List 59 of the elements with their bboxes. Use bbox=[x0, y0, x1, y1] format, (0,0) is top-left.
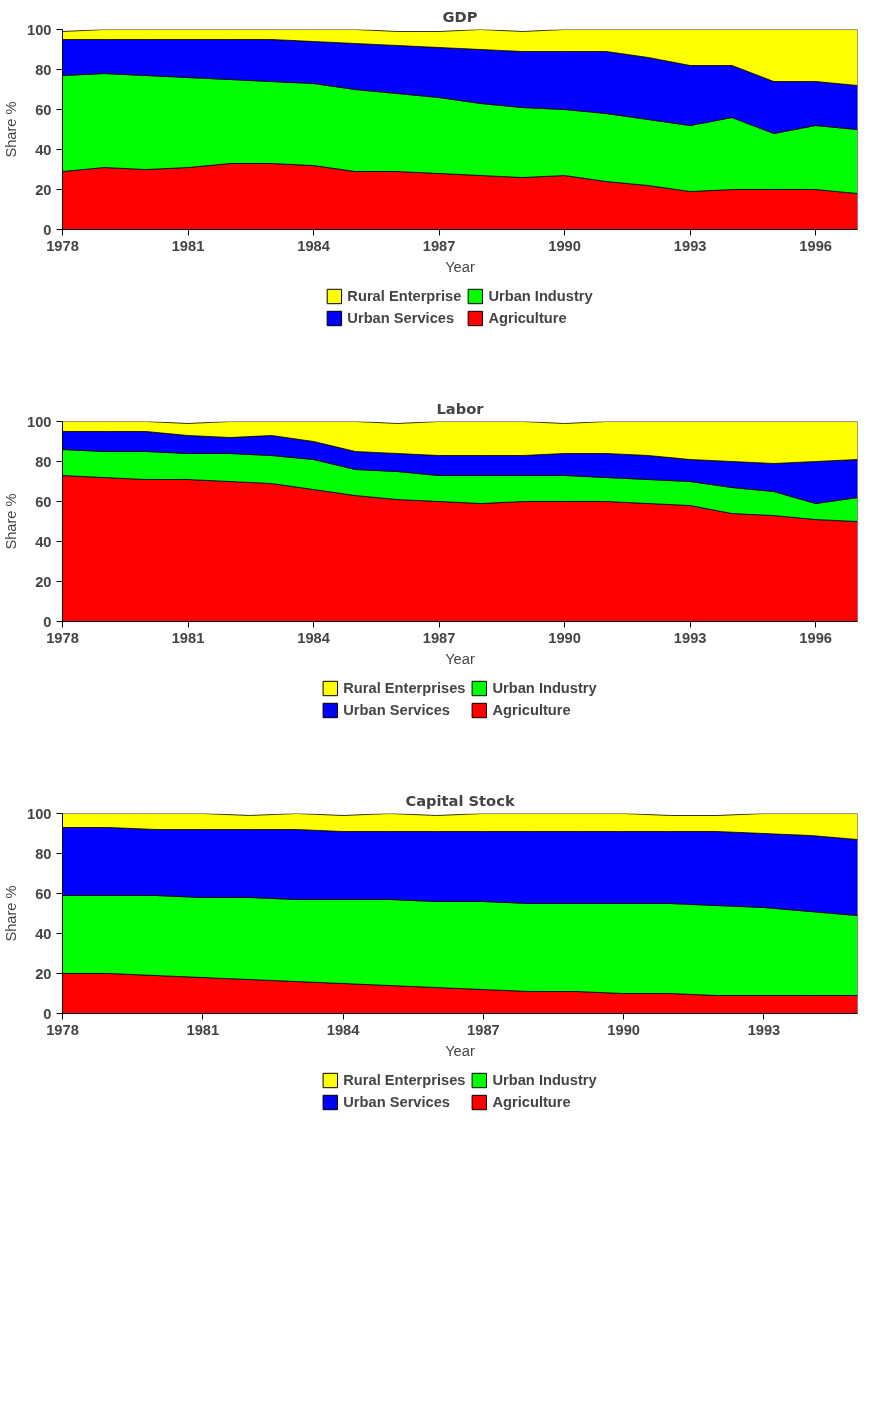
x-axis-title: Year bbox=[445, 650, 475, 667]
chart-title: Labor bbox=[436, 399, 485, 417]
x-tick-label: 1987 bbox=[422, 237, 456, 254]
x-tick-label: 1984 bbox=[297, 237, 331, 254]
x-tick-label: 1984 bbox=[297, 629, 331, 646]
y-tick-label: 80 bbox=[35, 453, 52, 470]
x-tick-label: 1987 bbox=[422, 629, 456, 646]
x-tick-label: 1990 bbox=[607, 1021, 640, 1038]
x-tick-label: 1996 bbox=[799, 237, 832, 254]
y-tick-label: 40 bbox=[35, 141, 52, 158]
legend-label: Rural Enterprises bbox=[343, 1072, 466, 1088]
legend-label: Rural Enterprises bbox=[343, 680, 466, 696]
x-tick-label: 1981 bbox=[171, 629, 205, 646]
x-tick-label: 1981 bbox=[186, 1021, 220, 1038]
x-tick-label: 1990 bbox=[548, 629, 581, 646]
x-tick-label: 1978 bbox=[46, 237, 79, 254]
x-tick-label: 1993 bbox=[673, 237, 707, 254]
y-axis-title: Share % bbox=[3, 885, 20, 942]
legend-label: Agriculture bbox=[492, 1094, 571, 1110]
y-tick-label: 0 bbox=[43, 221, 52, 238]
y-tick-label: 100 bbox=[27, 413, 52, 430]
x-tick-label: 1987 bbox=[467, 1021, 500, 1038]
legend-label: Urban Services bbox=[347, 310, 455, 326]
legend-label: Agriculture bbox=[492, 702, 571, 718]
y-tick-label: 20 bbox=[35, 181, 52, 198]
legend-label: Rural Enterprise bbox=[347, 288, 462, 304]
legend-label: Urban Services bbox=[343, 702, 451, 718]
y-tick-label: 100 bbox=[27, 805, 52, 822]
y-tick-label: 60 bbox=[35, 493, 52, 510]
y-tick-label: 40 bbox=[35, 925, 52, 942]
x-axis-title: Year bbox=[445, 258, 475, 275]
y-tick-label: 40 bbox=[35, 533, 52, 550]
y-tick-label: 80 bbox=[35, 61, 52, 78]
y-tick-label: 0 bbox=[43, 613, 52, 630]
y-tick-label: 0 bbox=[43, 1005, 52, 1022]
y-tick-label: 20 bbox=[35, 965, 52, 982]
legend-label: Agriculture bbox=[488, 310, 567, 326]
y-axis-title: Share % bbox=[3, 493, 20, 550]
x-tick-label: 1984 bbox=[326, 1021, 361, 1038]
x-tick-label: 1993 bbox=[747, 1021, 781, 1038]
y-tick-label: 60 bbox=[35, 101, 52, 118]
x-tick-label: 1978 bbox=[46, 1021, 79, 1038]
y-tick-label: 80 bbox=[35, 845, 52, 862]
y-tick-label: 100 bbox=[27, 21, 52, 38]
y-tick-label: 20 bbox=[35, 573, 52, 590]
x-tick-label: 1978 bbox=[46, 629, 79, 646]
legend-label: Urban Industry bbox=[492, 680, 597, 696]
x-tick-label: 1993 bbox=[673, 629, 707, 646]
y-axis-title: Share % bbox=[3, 101, 20, 158]
x-tick-label: 1981 bbox=[171, 237, 205, 254]
legend-label: Urban Industry bbox=[492, 1072, 597, 1088]
x-tick-label: 1990 bbox=[548, 237, 581, 254]
chart-title: GDP bbox=[442, 7, 478, 25]
y-tick-label: 60 bbox=[35, 885, 52, 902]
chart-title: Capital Stock bbox=[405, 791, 516, 809]
legend-label: Urban Services bbox=[343, 1094, 451, 1110]
x-axis-title: Year bbox=[445, 1042, 475, 1059]
legend-label: Urban Industry bbox=[488, 288, 593, 304]
x-tick-label: 1996 bbox=[799, 629, 832, 646]
